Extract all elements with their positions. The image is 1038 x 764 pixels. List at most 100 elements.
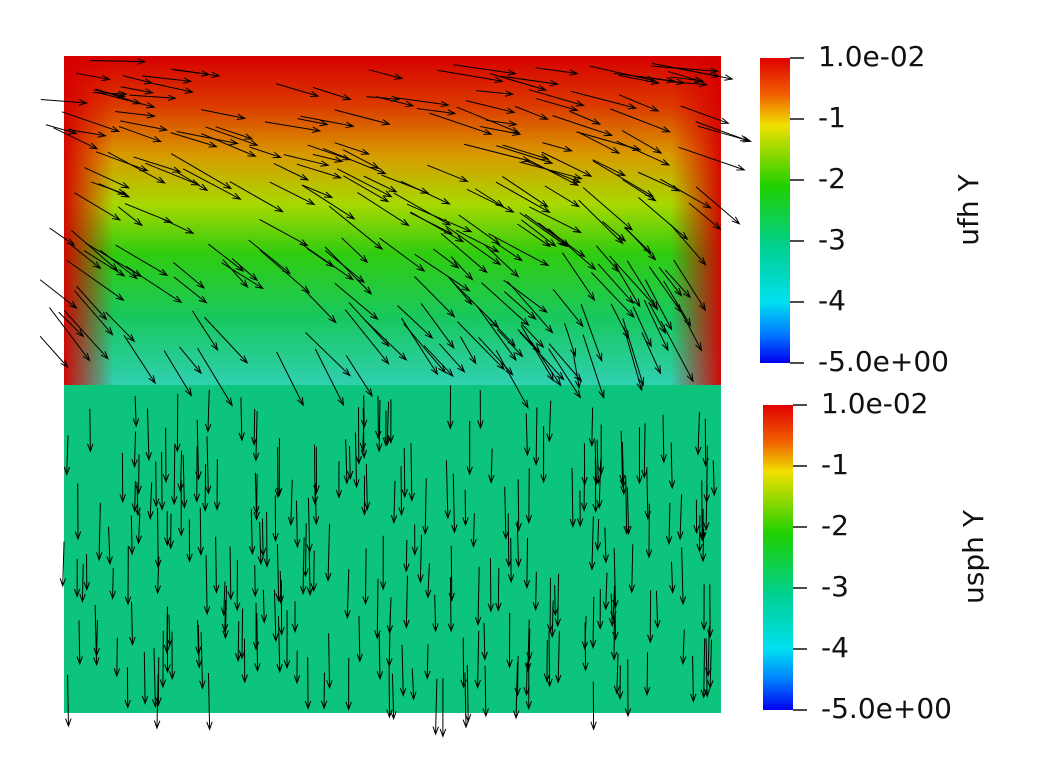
vector-glyph [610,617,618,661]
vector-glyph [427,164,469,182]
vector-glyph [628,544,636,594]
vector-glyph [680,629,687,666]
vector-glyph [179,346,202,375]
vector-glyph [357,192,410,227]
vector-glyph [253,472,260,516]
vector-glyph [700,584,708,631]
vector-glyph [361,475,368,516]
vector-glyph [76,72,111,82]
vector-glyph [186,519,193,563]
vector-glyph [507,281,554,334]
vector-glyph [307,144,352,161]
vector-glyph [618,74,661,85]
vector-glyph [667,71,704,83]
vector-glyph [375,395,382,440]
vector-glyph [79,563,86,604]
vector-glyph [124,545,132,606]
vector-glyph [474,630,481,689]
vector-glyph [552,288,584,328]
vector-glyph [487,558,495,613]
vector-glyph [424,644,431,680]
vector-glyph [580,303,603,363]
vector-glyph [669,80,709,88]
vector-glyph [616,140,671,166]
vector-glyph [170,132,218,148]
tick-label: -5.0e+00 [818,345,949,378]
vector-glyph [535,67,579,76]
vector-glyph [314,348,345,407]
vector-glyph [501,175,549,208]
vector-glyph [548,343,583,383]
vector-glyph [83,554,90,592]
vector-glyph [115,244,169,277]
vector-glyph [145,408,152,462]
vector-glyph [167,513,174,550]
vector-glyph [151,648,159,709]
vector-glyph [382,410,390,447]
vector-glyph [311,444,319,506]
vector-glyph [447,385,454,430]
vector-glyph [276,616,283,674]
vector-glyph [131,431,138,469]
vector-glyph [482,665,489,718]
vector-glyph [252,411,260,462]
vector-glyph [455,229,500,253]
vector-glyph [651,65,720,74]
vector-glyph [547,228,597,271]
vector-glyph [173,262,206,289]
vector-glyph [507,537,515,584]
vector-glyph [495,567,502,612]
vector-glyph [83,250,126,277]
vector-glyph [618,94,660,112]
vector-glyph [578,132,621,154]
vector-glyph [695,411,702,456]
vector-glyph [597,263,635,305]
vector-glyph [259,518,267,557]
vector-glyph [376,632,384,681]
vector-glyph [343,439,350,485]
vector-glyph [283,154,330,167]
vector-glyph [221,262,265,290]
vector-glyph [276,438,283,497]
vector-glyph [221,600,229,633]
vector-glyph [592,159,627,177]
vector-glyph [364,319,408,361]
vector-glyph [572,352,582,390]
vector-glyph [135,512,143,545]
vector-glyph [393,192,452,226]
vector-glyph [457,321,506,371]
vector-glyph [423,344,454,378]
vector-glyph [95,88,142,105]
vector-glyph [496,145,554,165]
vector-glyph [636,427,643,485]
vector-glyph [177,480,185,537]
vector-glyph [591,272,635,319]
vector-glyph [260,589,268,624]
vector-glyph [229,181,284,213]
upper-domain [64,56,721,385]
vector-glyph [159,630,167,689]
vector-glyph [610,303,630,340]
vector-glyph [673,259,707,312]
vector-glyph [74,192,122,221]
vector-glyph [322,147,387,175]
vector-glyph [93,620,100,657]
vector-glyph [406,203,473,233]
vector-glyph [488,448,495,485]
vector-glyph [334,282,379,321]
vector-glyph [58,311,85,338]
vector-glyph [208,243,245,272]
vector-glyph [294,500,301,549]
vector-glyph [622,318,645,387]
vector-glyph [416,107,457,116]
vector-glyph [524,619,532,673]
vector-glyph [120,86,154,95]
vector-glyph [353,432,360,489]
vector-glyph [397,305,434,339]
vector-glyph [644,467,651,521]
vector-glyph [87,408,94,453]
vector-glyph [530,341,562,387]
vector-glyph [674,300,703,352]
vector-glyph [570,90,638,110]
legend-title: ufh Y [952,173,985,245]
